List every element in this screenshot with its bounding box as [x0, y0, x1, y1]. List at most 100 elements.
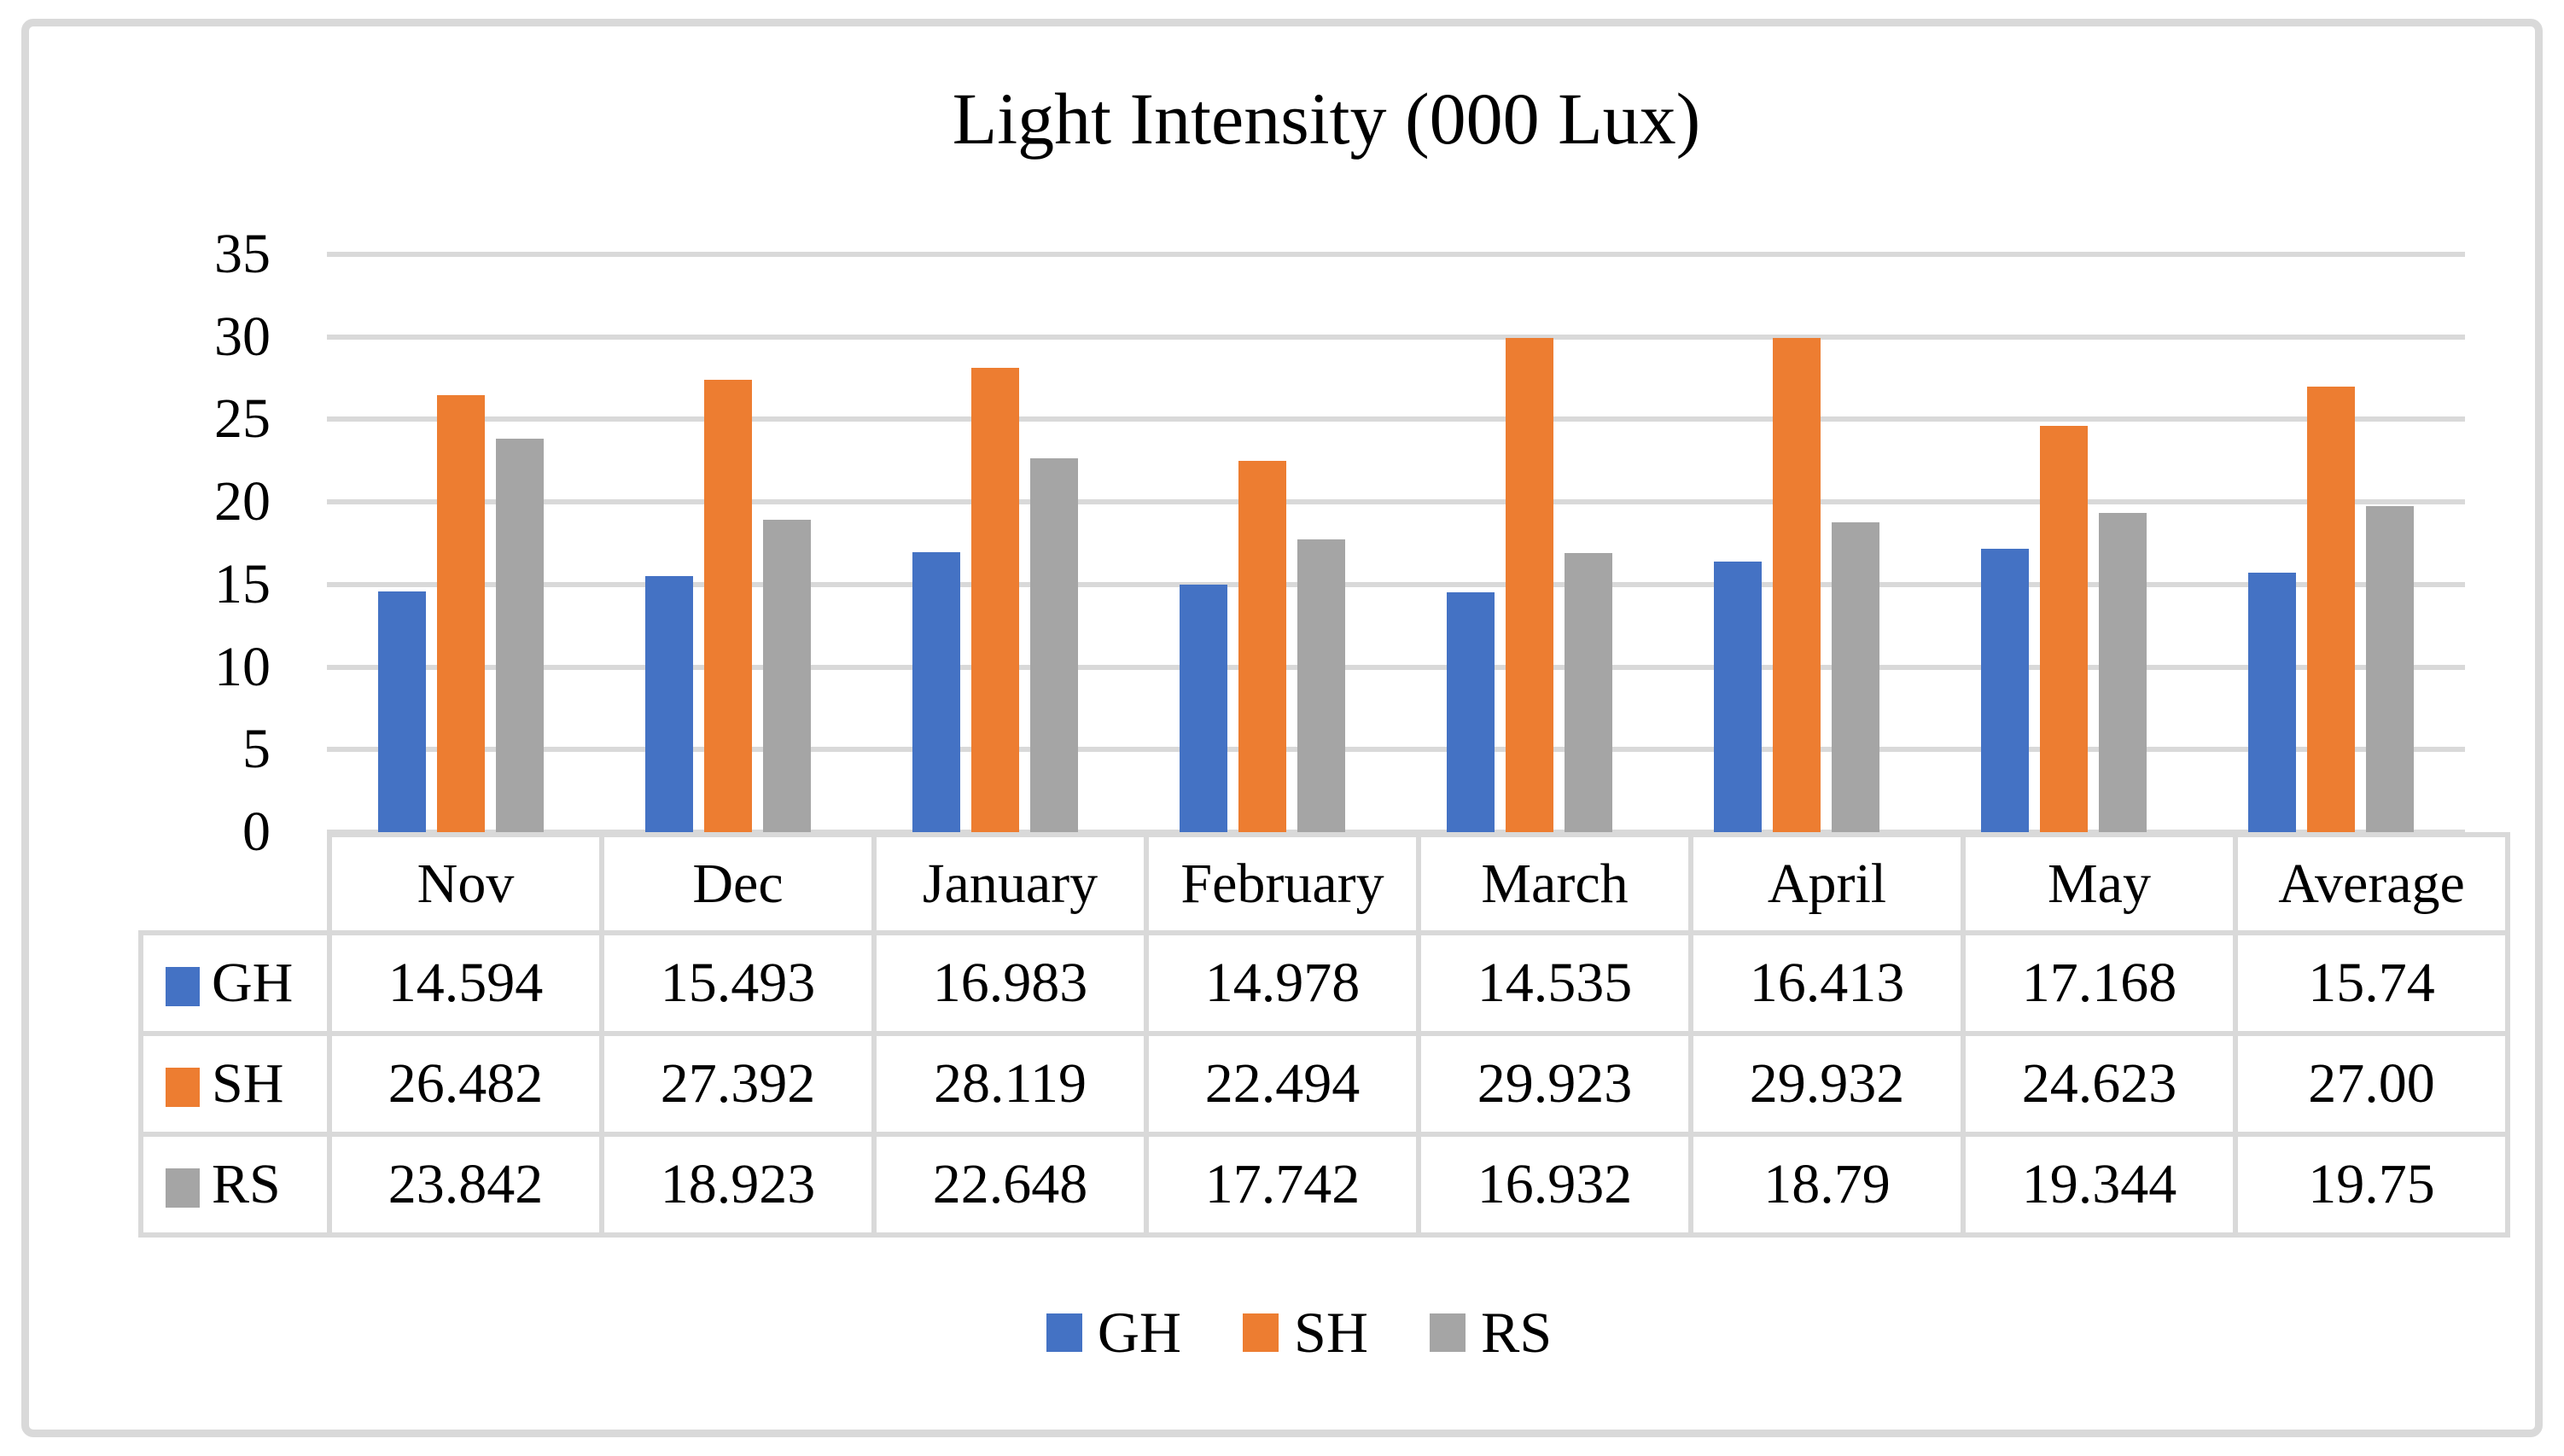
bar-gh-january: [912, 551, 960, 832]
table-value-gh-dec: 15.493: [599, 930, 877, 1036]
table-rowheader-sh: SH: [138, 1031, 332, 1137]
bar-rs-may: [2099, 512, 2147, 832]
table-value-gh-february: 14.978: [1144, 930, 1421, 1036]
bar-gh-average: [2248, 572, 2297, 832]
bar-sh-march: [1506, 338, 1554, 832]
table-value-rs-march: 16.932: [1416, 1132, 1693, 1238]
table-value-sh-january: 28.119: [871, 1031, 1149, 1137]
bar-rs-nov: [495, 438, 544, 832]
bar-sh-february: [1238, 460, 1286, 832]
table-header-average: Average: [2233, 832, 2510, 935]
legend-item-gh: GH: [1046, 1299, 1181, 1366]
table-value-rs-may: 19.344: [1961, 1132, 2238, 1238]
bar-rs-dec: [762, 519, 811, 832]
y-tick-label-0: 0: [242, 801, 271, 863]
bar-sh-april: [1773, 338, 1821, 832]
bar-sh-average: [2307, 386, 2356, 832]
table-value-gh-may: 17.168: [1961, 930, 2238, 1036]
bar-rs-january: [1029, 457, 1078, 832]
table-value-rs-april: 18.79: [1688, 1132, 1966, 1238]
y-tick-label-30: 30: [214, 305, 271, 368]
data-table: Nov Dec January February March April May Averag…: [138, 832, 2510, 1238]
legend-key-icon-gh: [1046, 1313, 1082, 1352]
table-value-rs-average: 19.75: [2233, 1132, 2510, 1238]
table-value-gh-january: 16.983: [871, 930, 1149, 1036]
legend-label-gh: GH: [1097, 1300, 1182, 1365]
gridline-10: [327, 664, 2465, 670]
bar-sh-may: [2040, 425, 2089, 832]
legend: GH SH RS: [34, 1299, 2564, 1366]
table-value-sh-february: 22.494: [1144, 1031, 1421, 1137]
table-value-rs-dec: 18.923: [599, 1132, 877, 1238]
series-name-sh: SH: [212, 1052, 284, 1115]
gridline-0: [327, 830, 2465, 835]
series-name-rs: RS: [212, 1153, 281, 1215]
y-tick-label-20: 20: [214, 470, 271, 533]
gridline-15: [327, 581, 2465, 587]
legend-label-sh: SH: [1294, 1300, 1368, 1365]
table-value-sh-april: 29.932: [1688, 1031, 1966, 1137]
table-value-sh-dec: 27.392: [599, 1031, 877, 1137]
bar-sh-nov: [436, 394, 485, 832]
table-value-gh-nov: 14.594: [327, 930, 604, 1036]
table-header-january: January: [871, 832, 1149, 935]
bar-rs-average: [2366, 505, 2415, 832]
table-row-sh: SH 26.482 27.392 28.119 22.494 29.923 29.932 24…: [138, 1031, 2510, 1137]
legend-key-icon-rs: [1429, 1313, 1466, 1352]
table-header-may: May: [1961, 832, 2238, 935]
bar-gh-dec: [644, 576, 693, 832]
legend-key-icon-sh: [1243, 1313, 1279, 1352]
bar-gh-february: [1179, 585, 1227, 832]
gridline-20: [327, 499, 2465, 505]
y-tick-label-15: 15: [214, 552, 271, 615]
bar-gh-may: [1981, 548, 2030, 832]
bar-gh-april: [1714, 561, 1763, 832]
table-value-rs-february: 17.742: [1144, 1132, 1421, 1238]
table-corner-cell: [141, 835, 329, 933]
bar-sh-january: [970, 368, 1019, 832]
table-header-april: April: [1688, 832, 1966, 935]
table-value-rs-nov: 23.842: [327, 1132, 604, 1238]
y-tick-label-35: 35: [214, 223, 271, 285]
gridline-35: [327, 252, 2465, 257]
gridline-25: [327, 416, 2465, 422]
bar-gh-march: [1447, 591, 1495, 832]
table-header-dec: Dec: [599, 832, 877, 935]
table-header-february: February: [1144, 832, 1421, 935]
table-rowheader-rs: RS: [138, 1132, 332, 1238]
table-value-sh-nov: 26.482: [327, 1031, 604, 1137]
legend-item-rs: RS: [1429, 1299, 1553, 1366]
table-value-sh-average: 27.00: [2233, 1031, 2510, 1137]
series-key-icon-rs: [166, 1168, 200, 1208]
bar-rs-february: [1297, 539, 1345, 832]
bar-rs-april: [1832, 521, 1880, 832]
table-value-rs-january: 22.648: [871, 1132, 1149, 1238]
bar-sh-dec: [703, 380, 752, 832]
legend-item-sh: SH: [1243, 1299, 1368, 1366]
bar-rs-march: [1565, 552, 1613, 832]
table-value-gh-average: 15.74: [2233, 930, 2510, 1036]
figure-border: [21, 19, 2543, 1437]
table-value-gh-april: 16.413: [1688, 930, 1966, 1036]
y-tick-label-25: 25: [214, 387, 271, 451]
table-header-nov: Nov: [327, 832, 604, 935]
y-tick-label-10: 10: [214, 635, 271, 698]
series-name-gh: GH: [212, 952, 294, 1014]
y-tick-label-5: 5: [242, 718, 271, 781]
legend-label-rs: RS: [1480, 1300, 1553, 1365]
table-value-sh-may: 24.623: [1961, 1031, 2238, 1137]
table-rowheader-gh: GH: [138, 930, 332, 1036]
table-header-march: March: [1416, 832, 1693, 935]
table-value-gh-march: 14.535: [1416, 930, 1693, 1036]
gridline-5: [327, 747, 2465, 753]
series-key-icon-sh: [166, 1068, 200, 1107]
table-row-rs: RS 23.842 18.923 22.648 17.742 16.932 18.79 19.…: [138, 1132, 2510, 1238]
bar-gh-nov: [377, 591, 426, 832]
plot-area: [327, 252, 2465, 835]
gridline-30: [327, 334, 2465, 340]
table-value-sh-march: 29.923: [1416, 1031, 1693, 1137]
table-row-gh: GH 14.594 15.493 16.983 14.978 14.535 16.413 17…: [138, 930, 2510, 1036]
series-key-icon-gh: [166, 967, 200, 1006]
chart-title: Light Intensity (000 Lux): [952, 78, 1701, 160]
